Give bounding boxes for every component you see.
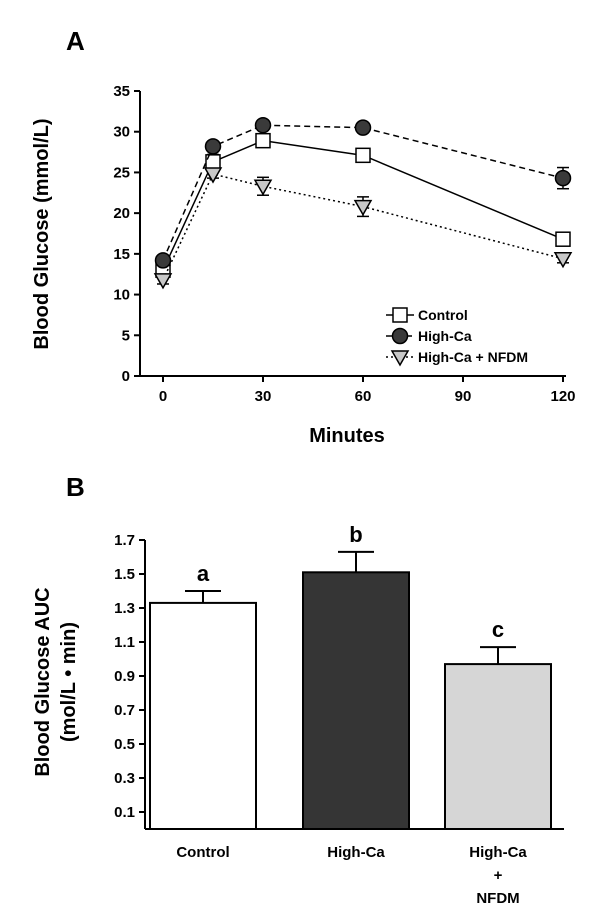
panel-a-x-tick-label: 60 (355, 388, 372, 405)
series-line-high-ca-nfdm (162, 173, 564, 281)
category-label: NFDM (476, 890, 519, 907)
panel-a-letter: A (66, 26, 85, 56)
data-point-high-ca (554, 169, 572, 187)
panel-b-y-tick-label: 0.1 (114, 804, 135, 821)
panel-a-x-axis-title: Minutes (309, 425, 385, 447)
panel-b-y-axis-title-line2: (mol/L • min) (58, 622, 80, 742)
series-high-ca (154, 116, 572, 269)
panel-b-y-tick-label: 1.5 (114, 566, 135, 583)
panel-a-x-tick-label: 30 (255, 388, 272, 405)
legend-label: Control (418, 307, 468, 323)
panel-b-y-tick-label: 0.9 (114, 668, 135, 685)
bar-group-2: c (444, 617, 552, 830)
data-point-control (555, 231, 571, 247)
panel-b-y-tick-label: 1.1 (114, 634, 135, 651)
bar-group-1: b (302, 522, 410, 830)
panel-b-y-axis-title-line1: Blood Glucose AUC (32, 587, 54, 776)
bar (444, 663, 552, 830)
panel-a-series (153, 116, 573, 290)
significance-letter: b (349, 522, 362, 547)
data-point-high-ca-nfdm (153, 273, 173, 290)
data-point-high-ca-nfdm (353, 199, 373, 217)
panel-a-y-tick-label: 10 (113, 287, 130, 304)
panel-a-y-tick-label: 30 (113, 124, 130, 141)
panel-b-letter: B (66, 472, 85, 502)
panel-b-y-tick-label: 0.7 (114, 702, 135, 719)
panel-a-y-tick-label: 15 (113, 246, 130, 263)
panel-a-y-tick-label: 5 (122, 327, 130, 344)
panel-a-axes: 0 5 10 15 20 25 30 35 0 30 60 90 120 (113, 83, 575, 405)
legend-marker (392, 307, 408, 323)
panel-b-y-tick-label: 1.3 (114, 600, 135, 617)
panel-a-y-axis-title: Blood Glucose (mmol/L) (31, 118, 53, 349)
bar (302, 571, 410, 830)
legend-marker (390, 350, 410, 367)
category-label: Control (176, 844, 229, 861)
series-high-ca-nfdm (153, 167, 573, 290)
category-label: + (494, 867, 503, 884)
significance-letter: a (197, 561, 210, 586)
panel-b: B Blood Glucose AUC (mol/L • min) 0.1 0.3… (32, 472, 564, 907)
bar-group-0: a (149, 561, 257, 831)
series-line-high-ca (162, 124, 564, 261)
data-point-high-ca (254, 116, 272, 134)
legend-marker (391, 327, 409, 345)
panel-b-y-tick-label: 1.7 (114, 532, 135, 549)
panel-a-y-tick-label: 35 (113, 83, 130, 100)
panel-a-legend: Control High-Ca High-Ca + NFDM (386, 307, 528, 367)
panel-b-bars: a b c (149, 522, 552, 831)
bar (149, 601, 257, 831)
legend-entry-control: Control (386, 307, 468, 323)
panel-a-x-tick-label: 120 (550, 388, 575, 405)
data-point-high-ca-nfdm (553, 251, 573, 269)
legend-label: High-Ca + NFDM (418, 349, 528, 365)
category-label: High-Ca (469, 844, 527, 861)
data-point-high-ca (154, 252, 172, 269)
legend-label: High-Ca (418, 328, 472, 344)
data-point-control (255, 132, 271, 149)
significance-letter: c (492, 617, 504, 642)
data-point-high-ca (354, 119, 372, 136)
data-point-high-ca-nfdm (253, 179, 273, 196)
panel-a-x-tick-label: 90 (455, 388, 472, 405)
data-point-control (355, 147, 371, 164)
panel-b-y-tick-label: 0.5 (114, 736, 135, 753)
legend-entry-high-ca: High-Ca (386, 327, 472, 345)
panel-a: A Blood Glucose (mmol/L) Minutes 0 5 10 15 2… (31, 26, 576, 447)
panel-b-y-tick-label: 0.3 (114, 770, 135, 787)
panel-a-y-tick-label: 25 (113, 164, 130, 181)
panel-a-x-tick-label: 0 (159, 388, 167, 405)
data-point-high-ca-nfdm (203, 167, 223, 184)
legend-entry-high-ca-nfdm: High-Ca + NFDM (386, 349, 528, 367)
panel-b-category-labels: Control High-Ca High-Ca + NFDM (176, 844, 527, 907)
data-point-high-ca (204, 138, 222, 155)
panel-a-y-tick-label: 0 (122, 368, 130, 385)
category-label: High-Ca (327, 844, 385, 861)
panel-a-y-tick-label: 20 (113, 205, 130, 222)
